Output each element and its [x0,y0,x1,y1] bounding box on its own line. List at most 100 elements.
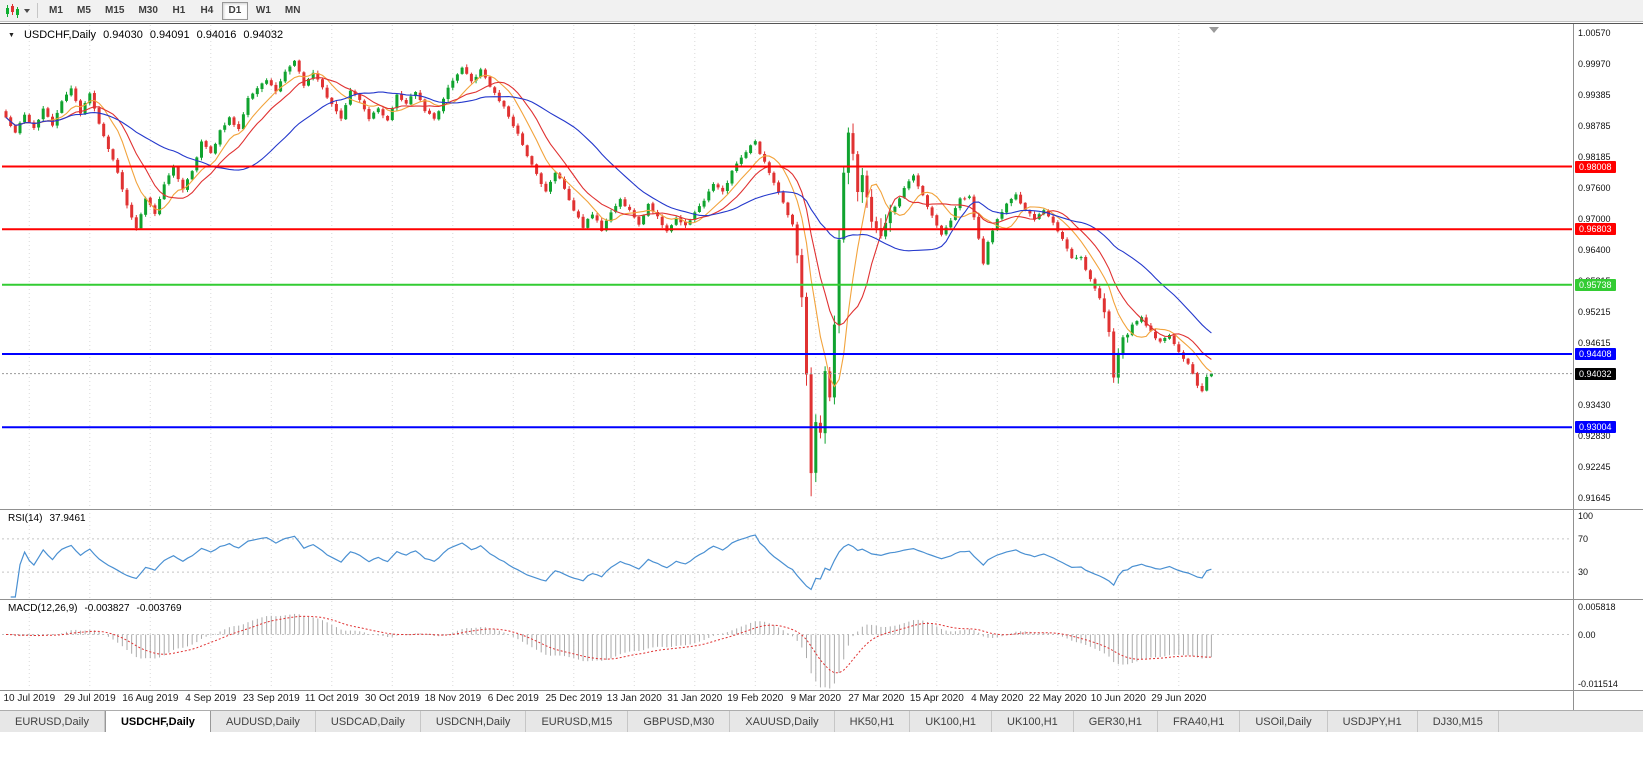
chart-tab-usdchf-daily[interactable]: USDCHF,Daily [104,711,211,732]
chart-tab-label: USOil,Daily [1255,715,1312,728]
macd-scale-min-label: -0.011514 [1578,679,1618,689]
price-axis-label: 0.92830 [1578,431,1611,442]
date-axis-label: 22 May 2020 [1028,693,1087,704]
rsi-indicator-label: RSI(14) 37.9461 [8,513,86,524]
chart-tab-bar: EURUSD,Daily USDCHF,Daily AUDUSD,Daily USDC… [0,710,1643,732]
macd-scale-max-label: 0.005818 [1578,602,1616,612]
date-axis-label: 10 Jul 2019 [3,693,56,704]
date-axis-label: 13 Jan 2020 [606,693,662,704]
chart-tab-xauusd-daily[interactable]: XAUUSD,Daily [730,711,835,732]
price-line-label[interactable]: 0.94408 [1575,348,1616,360]
chart-tab-audusd-daily[interactable]: AUDUSD,Daily [211,711,316,732]
macd-signal-value: -0.003769 [136,603,182,614]
macd-value: -0.003827 [84,603,130,614]
rsi-level-label: 100 [1578,511,1594,521]
chart-tab-eurusd-daily[interactable]: EURUSD,Daily [0,711,105,732]
chart-tab-label: USDCAD,Daily [330,715,405,728]
chart-open-value: 0.94030 [103,29,143,41]
macd-signal-line [5,615,1212,674]
date-axis-label: 23 Sep 2019 [242,693,300,704]
rsi-level-label: 70 [1578,533,1589,544]
timeframe-button-d1[interactable]: D1 [221,1,248,20]
candles [4,59,1213,497]
chart-close-value: 0.94032 [243,29,284,41]
price-line-label[interactable]: 0.96803 [1575,223,1616,236]
timeframe-button-m30[interactable]: M30 [138,5,158,16]
chart-tab-label: FRA40,H1 [1173,715,1225,728]
price-line-label[interactable]: 0.95738 [1575,278,1616,291]
chart-tab-uk100-h1[interactable]: UK100,H1 [992,711,1074,732]
macd-name: MACD(12,26,9) [8,603,78,614]
chart-tab-hk50-h1[interactable]: HK50,H1 [835,711,911,732]
chart-tab-label: GBPUSD,M30 [643,715,715,728]
date-axis-label: 19 Feb 2020 [727,693,784,704]
timeframe-button-m5[interactable]: M5 [77,5,91,16]
chart-tab-fra40-h1[interactable]: FRA40,H1 [1158,711,1241,732]
price-axis-label: 0.97600 [1578,182,1611,193]
rsi-value: 37.9461 [49,513,86,524]
price-axis-label: 0.92245 [1578,461,1611,472]
date-axis-label: 18 Nov 2019 [424,693,482,704]
price-axis-label: 0.96400 [1578,245,1611,256]
price-line-label[interactable]: 0.98008 [1575,160,1616,173]
price-axis-label: 0.97000 [1578,214,1611,224]
macd-scale-zero-label: 0.00 [1578,629,1596,640]
date-axis-label: 25 Dec 2019 [545,693,603,704]
grid-lines [28,25,1180,689]
timeframe-button-h4[interactable]: H4 [200,5,214,16]
chart-tab-gbpusd-m30[interactable]: GBPUSD,M30 [628,711,731,732]
date-axis-label: 10 Jun 2020 [1090,693,1146,704]
macd-indicator-label: MACD(12,26,9) -0.003827 -0.003769 [8,603,182,614]
chart-tab-ger30-h1[interactable]: GER30,H1 [1074,711,1158,732]
timeframe-button-m15[interactable]: M15 [105,5,125,16]
rsi-line [10,534,1212,598]
chart-shift-marker[interactable] [1209,27,1219,33]
date-axis-label: 15 Apr 2020 [909,693,964,704]
date-axis-label: 30 Oct 2019 [365,693,420,704]
timeframe-button-mn[interactable]: MN [284,5,301,16]
date-axis-label: 6 Dec 2019 [487,693,539,704]
chart-canvas[interactable] [0,22,1643,710]
timeframe-button-m1[interactable]: M1 [49,5,63,16]
date-axis-label: 29 Jul 2019 [63,693,116,704]
date-axis-label: 29 Jun 2020 [1151,693,1207,704]
timeframe-toolbar: M1 M5 M15 M30 H1 H4 D1 W1 MN [0,0,1643,22]
timeframe-button-h1[interactable]: H1 [172,5,186,16]
chart-low-value: 0.94016 [196,29,237,41]
date-axis-label: 4 May 2020 [971,693,1024,704]
ma-30-line [5,91,1212,334]
chart-tab-label: HK50,H1 [849,715,895,728]
price-line-label[interactable]: 0.93004 [1575,421,1616,434]
price-axis-label: 0.99385 [1578,89,1611,100]
chart-tab-label: UK100,H1 [1007,715,1058,728]
chart-tab-dj30-m15[interactable]: DJ30,M15 [1418,711,1499,732]
chart-tab-label: USDCHF,Daily [120,715,195,728]
chart-tab-usdcad-daily[interactable]: USDCAD,Daily [316,711,421,732]
rsi-name: RSI(14) [8,513,43,524]
chart-tab-label: XAUUSD,Daily [745,715,819,728]
chart-tab-label: EURUSD,Daily [15,715,89,728]
chart-symbol: USDCHF,Daily [23,29,97,41]
chart-tab-eurusd-m15[interactable]: EURUSD,M15 [526,711,629,732]
date-axis-label: 31 Jan 2020 [667,693,723,704]
date-axis-label: 9 Mar 2020 [790,693,842,704]
chart-tab-label: EURUSD,M15 [541,715,613,728]
chart-tab-usdjpy-h1[interactable]: USDJPY,H1 [1328,711,1418,732]
chart-tab-usdcnh-daily[interactable]: USDCNH,Daily [421,711,527,732]
date-axis-label: 27 Mar 2020 [848,693,905,704]
bid-price-label: 0.94032 [1575,367,1616,380]
chart-window[interactable]: ▼ USDCHF,Daily 0.94030 0.94091 0.94016 0… [0,22,1643,710]
chart-context-icon[interactable]: ▼ [8,31,15,39]
chart-tab-usoil-daily[interactable]: USOil,Daily [1240,711,1328,732]
price-axis-label: 0.98785 [1578,121,1611,131]
ma-13-line [5,77,1212,360]
price-axis-label: 1.00570 [1578,28,1611,38]
date-axis-label: 11 Oct 2019 [304,693,359,704]
chart-type-dropdown-icon[interactable] [24,8,30,13]
macd-histogram [10,613,1212,689]
chart-tab-label: USDJPY,H1 [1342,715,1402,728]
price-axis-label: 0.95215 [1578,307,1611,317]
chart-tab-uk100-h1[interactable]: UK100,H1 [910,711,993,732]
timeframe-button-w1[interactable]: W1 [255,5,271,16]
chart-type-icon[interactable] [5,3,21,19]
